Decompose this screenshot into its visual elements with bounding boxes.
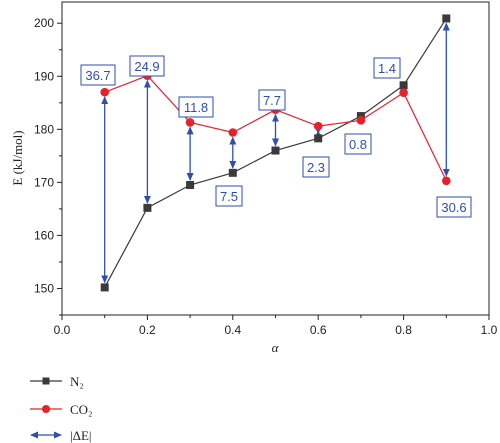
y-tick-label: 160 <box>34 228 54 242</box>
y-tick-label: 150 <box>34 281 54 295</box>
n2-point <box>100 283 109 292</box>
n2-point <box>186 181 195 190</box>
data-label: 30.6 <box>436 196 472 218</box>
n2-point <box>442 14 451 23</box>
co2-point <box>356 116 366 125</box>
data-label-box <box>215 185 243 207</box>
co2-point <box>313 121 323 131</box>
data-label: 2.3 <box>302 156 330 178</box>
x-axis-title: α <box>272 340 280 355</box>
co2-point <box>185 118 195 127</box>
delta-arrows <box>101 22 450 284</box>
y-tick-label: 170 <box>34 175 54 189</box>
n2-point <box>228 168 237 177</box>
data-label-text: 0.8 <box>349 137 367 152</box>
data-label-text: 36.7 <box>85 68 110 83</box>
data-label: 11.8 <box>178 96 214 118</box>
n2-point <box>314 134 323 143</box>
data-label-text: 30.6 <box>441 200 466 215</box>
data-label-box <box>258 89 286 111</box>
legend: N₂ CO₂ |ΔE| <box>30 374 93 443</box>
data-label-text: 7.5 <box>220 189 238 204</box>
legend-delta-label: |ΔE| <box>70 428 92 443</box>
n2-point <box>399 81 408 90</box>
y-tick-label: 180 <box>34 122 54 136</box>
data-label: 7.5 <box>215 185 243 207</box>
co2-point <box>442 176 451 186</box>
data-label-box <box>80 64 116 86</box>
co2-point <box>100 87 109 97</box>
axis-ticks: 0.0 0.2 0.4 0.6 0.8 1.0 150 160 170 180 190 200 <box>34 16 498 337</box>
legend-n2-marker <box>42 377 50 385</box>
x-tick-label: 0.8 <box>395 323 412 337</box>
data-label-box <box>436 196 472 218</box>
data-label-text: 24.9 <box>134 59 159 74</box>
data-label-box <box>129 55 165 77</box>
data-label-box <box>302 156 330 178</box>
legend-co2-marker <box>42 405 50 413</box>
legend-n2-label: N₂ <box>70 374 84 389</box>
x-tick-label: 1.0 <box>481 323 498 337</box>
data-label-box <box>344 133 372 155</box>
data-label-text: 11.8 <box>184 100 208 115</box>
n2-point <box>271 146 280 155</box>
n2-point <box>143 203 152 212</box>
data-label: 0.8 <box>344 133 372 155</box>
data-label: 36.7 <box>80 64 116 86</box>
legend-item-n2: N₂ <box>30 374 84 389</box>
co2-point <box>228 128 238 137</box>
legend-co2-label: CO₂ <box>70 402 93 417</box>
y-axis-title: E (kJ/mol) <box>10 130 25 185</box>
y-tick-label: 200 <box>34 16 54 30</box>
legend-item-co2: CO₂ <box>30 402 93 417</box>
co2-point <box>399 88 408 98</box>
data-label-box <box>373 57 401 79</box>
data-labels: 36.7 24.9 11.8 7.5 7.7 2.3 0.8 1.4 30.6 <box>80 55 472 218</box>
data-label-text: 1.4 <box>378 61 396 76</box>
data-label-text: 2.3 <box>307 160 325 175</box>
data-label: 1.4 <box>373 57 401 79</box>
data-label-box <box>178 96 214 118</box>
plot-frame <box>61 1 490 316</box>
data-label-text: 7.7 <box>263 93 281 108</box>
legend-item-delta: |ΔE| <box>30 428 92 443</box>
x-tick-label: 0.2 <box>139 323 156 337</box>
data-label: 24.9 <box>129 55 165 77</box>
x-tick-label: 0.6 <box>310 323 327 337</box>
y-tick-label: 190 <box>34 69 54 83</box>
x-tick-label: 0.4 <box>224 323 241 337</box>
x-tick-label: 0.0 <box>54 323 71 337</box>
data-label: 7.7 <box>258 89 286 111</box>
